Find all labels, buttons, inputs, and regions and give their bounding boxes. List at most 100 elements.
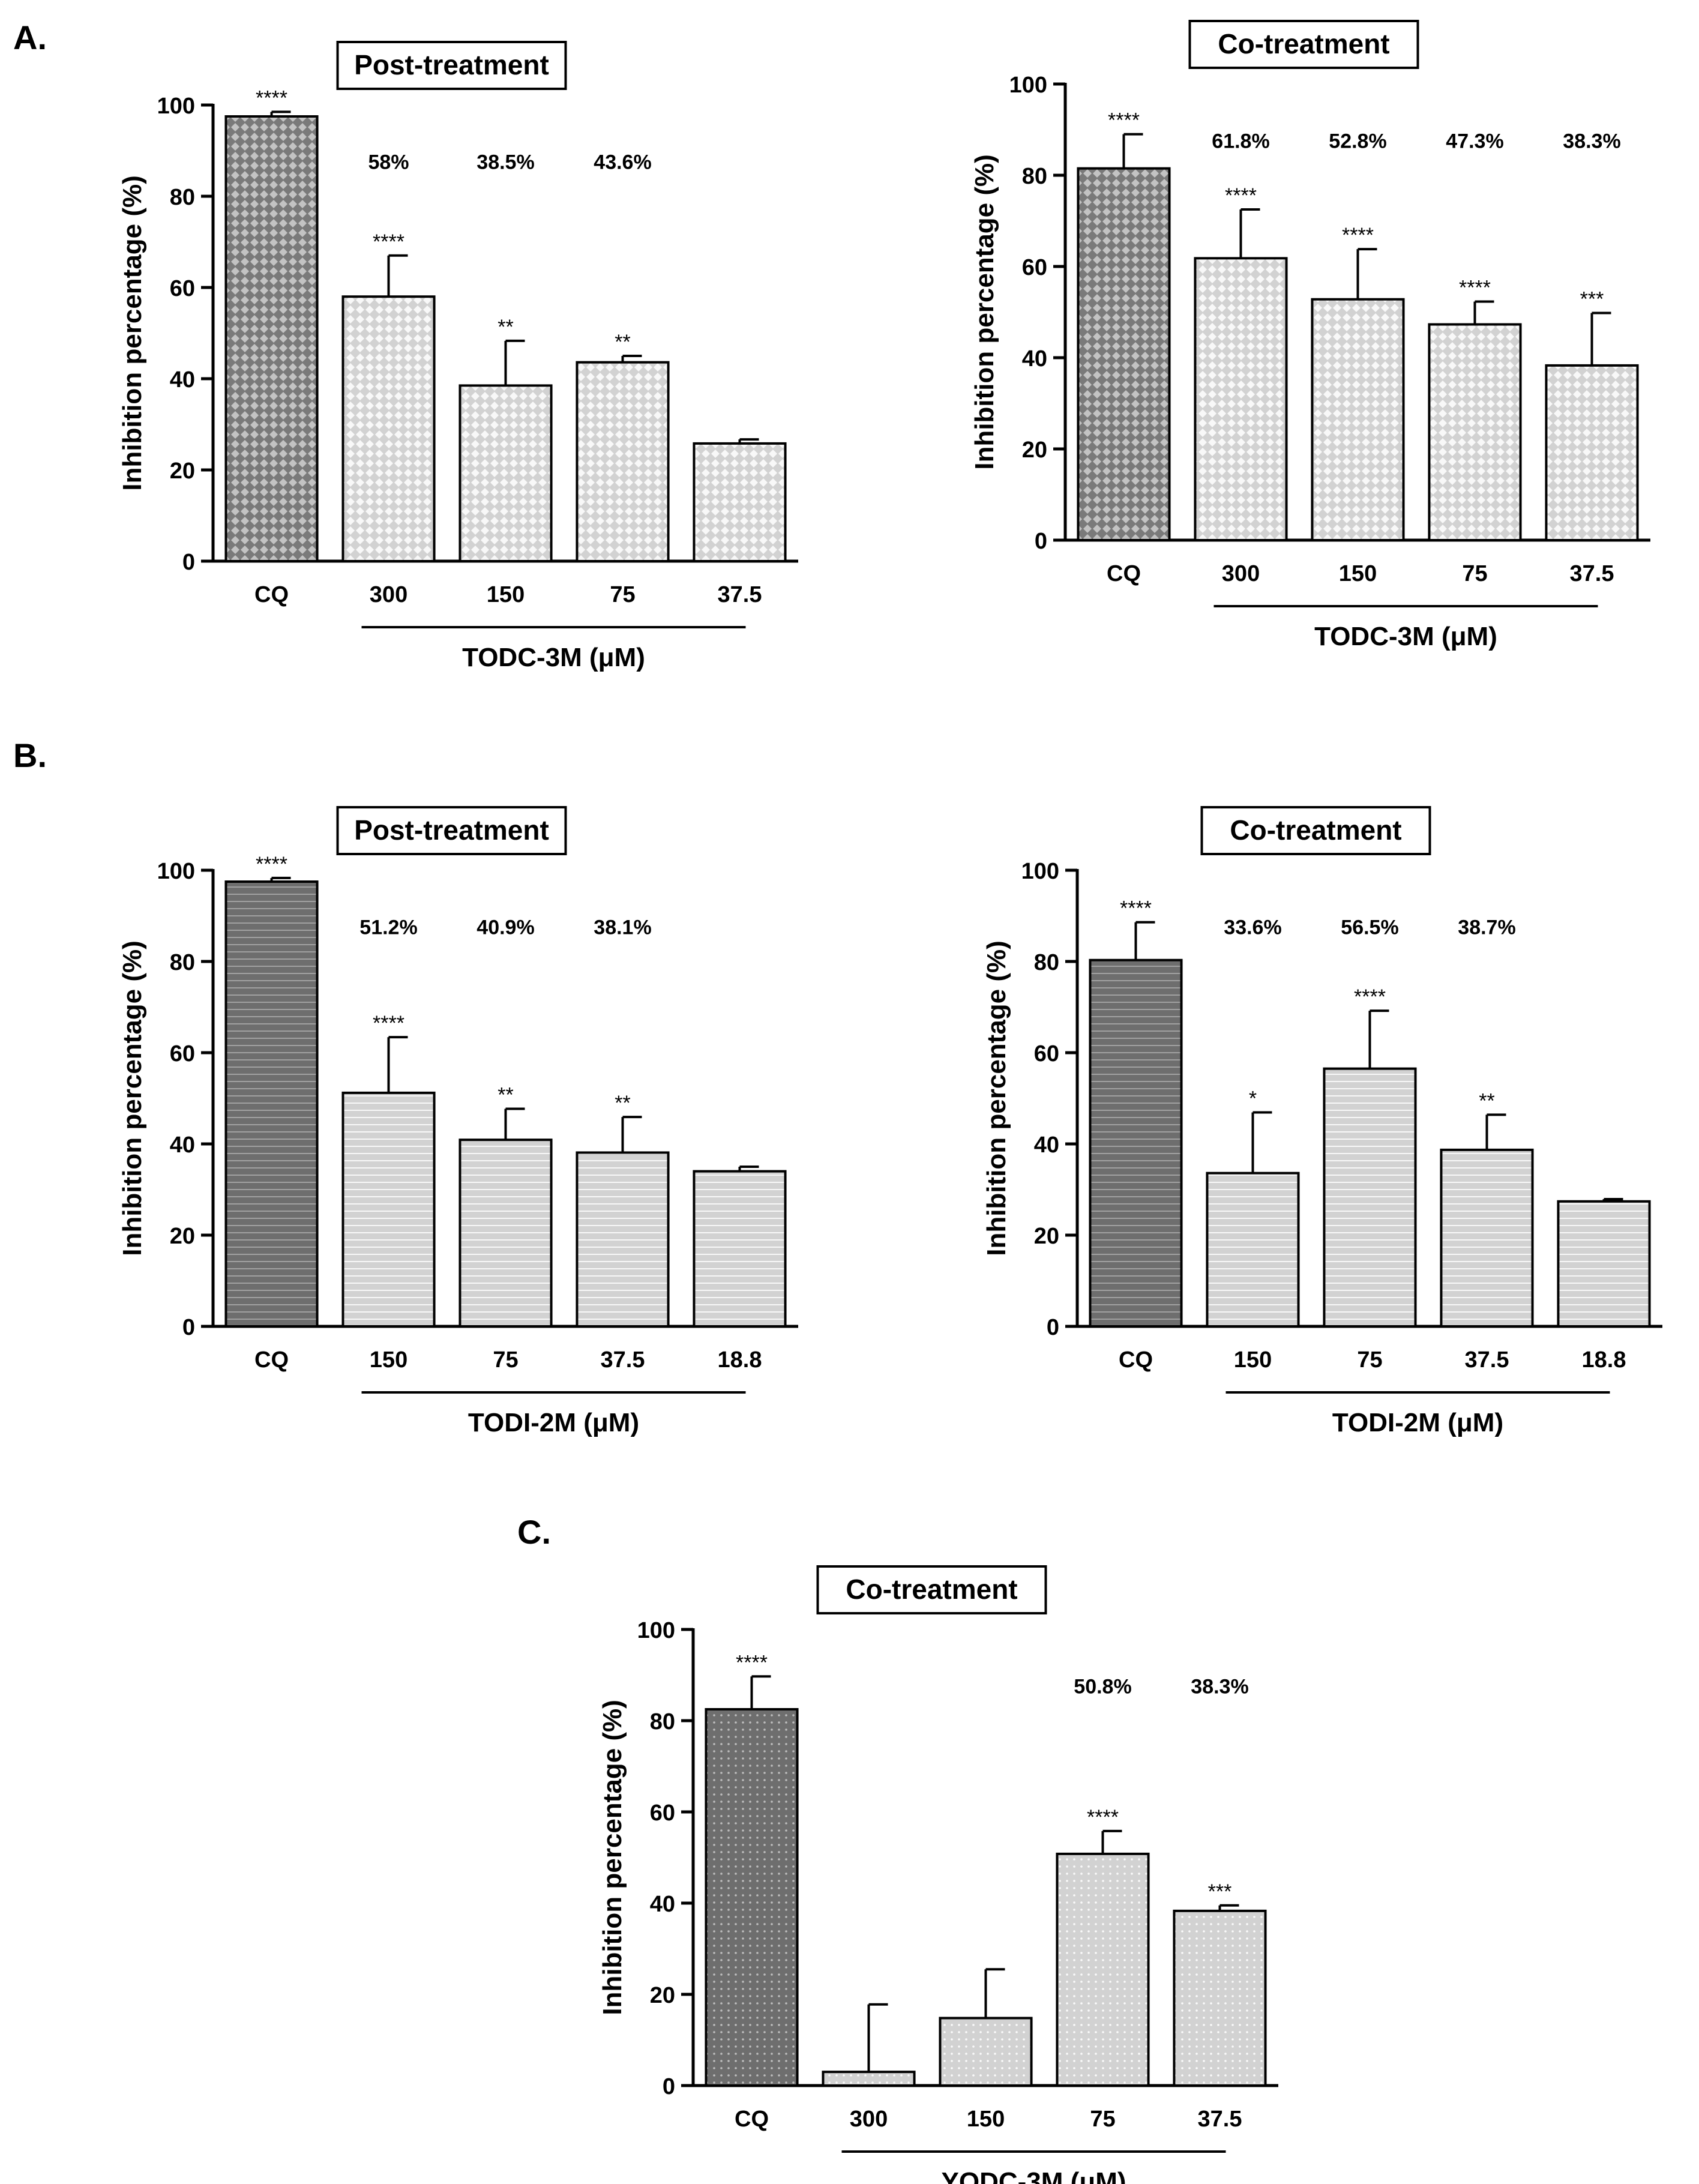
bar bbox=[1545, 364, 1639, 541]
y-tick-label: 100 bbox=[1009, 73, 1047, 98]
x-tick-label: 37.5 bbox=[718, 582, 762, 607]
y-tick-label: 40 bbox=[650, 1892, 675, 1917]
x-tick-label: 150 bbox=[1339, 561, 1377, 586]
x-tick-label: 150 bbox=[967, 2107, 1005, 2132]
significance-label: ** bbox=[498, 316, 513, 338]
percent-label: 38.7% bbox=[1458, 916, 1515, 939]
y-tick-label: 0 bbox=[663, 2074, 675, 2099]
y-tick-label: 100 bbox=[1021, 859, 1059, 884]
chart-title: Co-treatment bbox=[1218, 28, 1389, 59]
bar bbox=[459, 384, 553, 563]
y-tick-label: 20 bbox=[650, 1983, 675, 2008]
y-tick-label: 100 bbox=[157, 859, 195, 884]
chart-b-post-treatment: Post-treatment Inhibition percentage (%) 0… bbox=[118, 806, 798, 1437]
y-axis-label: Inhibition percentage (%) bbox=[982, 940, 1011, 1256]
bar bbox=[341, 1091, 436, 1328]
x-tick-label: 37.5 bbox=[1198, 2107, 1242, 2132]
significance-label: **** bbox=[1120, 897, 1152, 920]
x-tick-label: 150 bbox=[370, 1347, 407, 1373]
y-tick-label: 0 bbox=[182, 1315, 195, 1340]
bar bbox=[224, 880, 319, 1328]
significance-label: **** bbox=[1354, 985, 1386, 1008]
x-tick-label: 75 bbox=[1090, 2107, 1115, 2132]
x-axis-label: TODI-2M (μM) bbox=[468, 1408, 639, 1437]
bar bbox=[693, 1170, 787, 1328]
percent-label: 43.6% bbox=[594, 151, 651, 173]
x-tick-label: 150 bbox=[1234, 1347, 1272, 1373]
y-tick-label: 80 bbox=[170, 185, 195, 210]
bar bbox=[705, 1708, 799, 2087]
significance-label: **** bbox=[736, 1651, 768, 1674]
significance-label: **** bbox=[1342, 224, 1374, 247]
bar bbox=[576, 1151, 670, 1328]
y-tick-label: 80 bbox=[650, 1709, 675, 1734]
bar bbox=[1194, 257, 1288, 541]
x-tick-label: 37.5 bbox=[1570, 561, 1614, 586]
y-tick-label: 80 bbox=[170, 950, 195, 975]
y-tick-label: 40 bbox=[170, 1133, 195, 1158]
x-tick-label: 300 bbox=[850, 2107, 888, 2132]
y-tick-label: 0 bbox=[182, 550, 195, 575]
y-tick-label: 60 bbox=[170, 1041, 195, 1066]
x-axis-label: YODC-3M (μM) bbox=[942, 2167, 1126, 2184]
percent-label: 38.3% bbox=[1191, 1675, 1248, 1698]
chart-title-box: Post-treatment bbox=[336, 41, 567, 90]
x-tick-label: 18.8 bbox=[1582, 1347, 1626, 1373]
x-axis-label: TODC-3M (μM) bbox=[1314, 622, 1497, 651]
chart-c-co-treatment: Co-treatment Inhibition percentage (%) 0 20… bbox=[598, 1565, 1278, 2184]
percent-label: 56.5% bbox=[1341, 916, 1398, 939]
percent-label: 61.8% bbox=[1212, 130, 1269, 152]
bar bbox=[693, 442, 787, 562]
x-tick-label: 150 bbox=[487, 582, 525, 607]
y-tick-label: 40 bbox=[1022, 346, 1047, 372]
significance-label: **** bbox=[256, 86, 287, 109]
y-tick-label: 0 bbox=[1047, 1315, 1059, 1340]
chart-title-box: Co-treatment bbox=[1200, 806, 1431, 855]
bar bbox=[1323, 1067, 1417, 1328]
significance-label: ** bbox=[1479, 1089, 1494, 1112]
x-tick-label: CQ bbox=[254, 1347, 289, 1373]
percent-label: 38.3% bbox=[1563, 130, 1620, 152]
y-tick-label: 40 bbox=[1034, 1133, 1059, 1158]
x-axis-label: TODC-3M (μM) bbox=[462, 643, 645, 672]
percent-label: 38.1% bbox=[594, 916, 651, 939]
bar bbox=[1440, 1148, 1534, 1328]
percent-label: 47.3% bbox=[1446, 130, 1503, 152]
x-tick-label: 18.8 bbox=[718, 1347, 762, 1373]
panel-letter-c: C. bbox=[517, 1513, 551, 1551]
bar bbox=[1428, 323, 1522, 542]
significance-label: **** bbox=[373, 230, 404, 253]
y-tick-label: 20 bbox=[170, 1224, 195, 1249]
significance-label: **** bbox=[256, 853, 287, 876]
bar bbox=[939, 2017, 1033, 2087]
y-axis-label: Inhibition percentage (%) bbox=[118, 940, 147, 1256]
significance-label: **** bbox=[1459, 277, 1491, 299]
y-tick-label: 60 bbox=[1022, 255, 1047, 280]
significance-label: **** bbox=[1087, 1806, 1119, 1829]
significance-label: **** bbox=[373, 1012, 404, 1035]
x-tick-label: CQ bbox=[254, 582, 289, 607]
percent-label: 51.2% bbox=[359, 916, 417, 939]
significance-label: ** bbox=[498, 1083, 513, 1106]
bar bbox=[1557, 1200, 1651, 1328]
chart-title: Co-treatment bbox=[846, 1574, 1017, 1605]
bar bbox=[1056, 1852, 1150, 2087]
x-tick-label: CQ bbox=[1107, 561, 1141, 586]
x-tick-label: 37.5 bbox=[601, 1347, 645, 1373]
y-tick-label: 0 bbox=[1035, 529, 1047, 554]
bar bbox=[1311, 298, 1405, 541]
bar bbox=[341, 295, 436, 562]
y-tick-label: 100 bbox=[157, 94, 195, 119]
y-axis-label: Inhibition percentage (%) bbox=[598, 1700, 627, 2015]
x-tick-label: 75 bbox=[610, 582, 635, 607]
y-tick-label: 60 bbox=[1034, 1041, 1059, 1066]
y-tick-label: 100 bbox=[637, 1618, 675, 1643]
bar bbox=[576, 361, 670, 562]
significance-label: *** bbox=[1580, 288, 1604, 311]
x-axis-label: TODI-2M (μM) bbox=[1332, 1408, 1503, 1437]
x-tick-label: 300 bbox=[1222, 561, 1260, 586]
x-tick-label: 75 bbox=[1357, 1347, 1382, 1373]
chart-title-box: Post-treatment bbox=[336, 806, 567, 855]
y-tick-label: 80 bbox=[1034, 950, 1059, 975]
y-tick-label: 40 bbox=[170, 367, 195, 393]
